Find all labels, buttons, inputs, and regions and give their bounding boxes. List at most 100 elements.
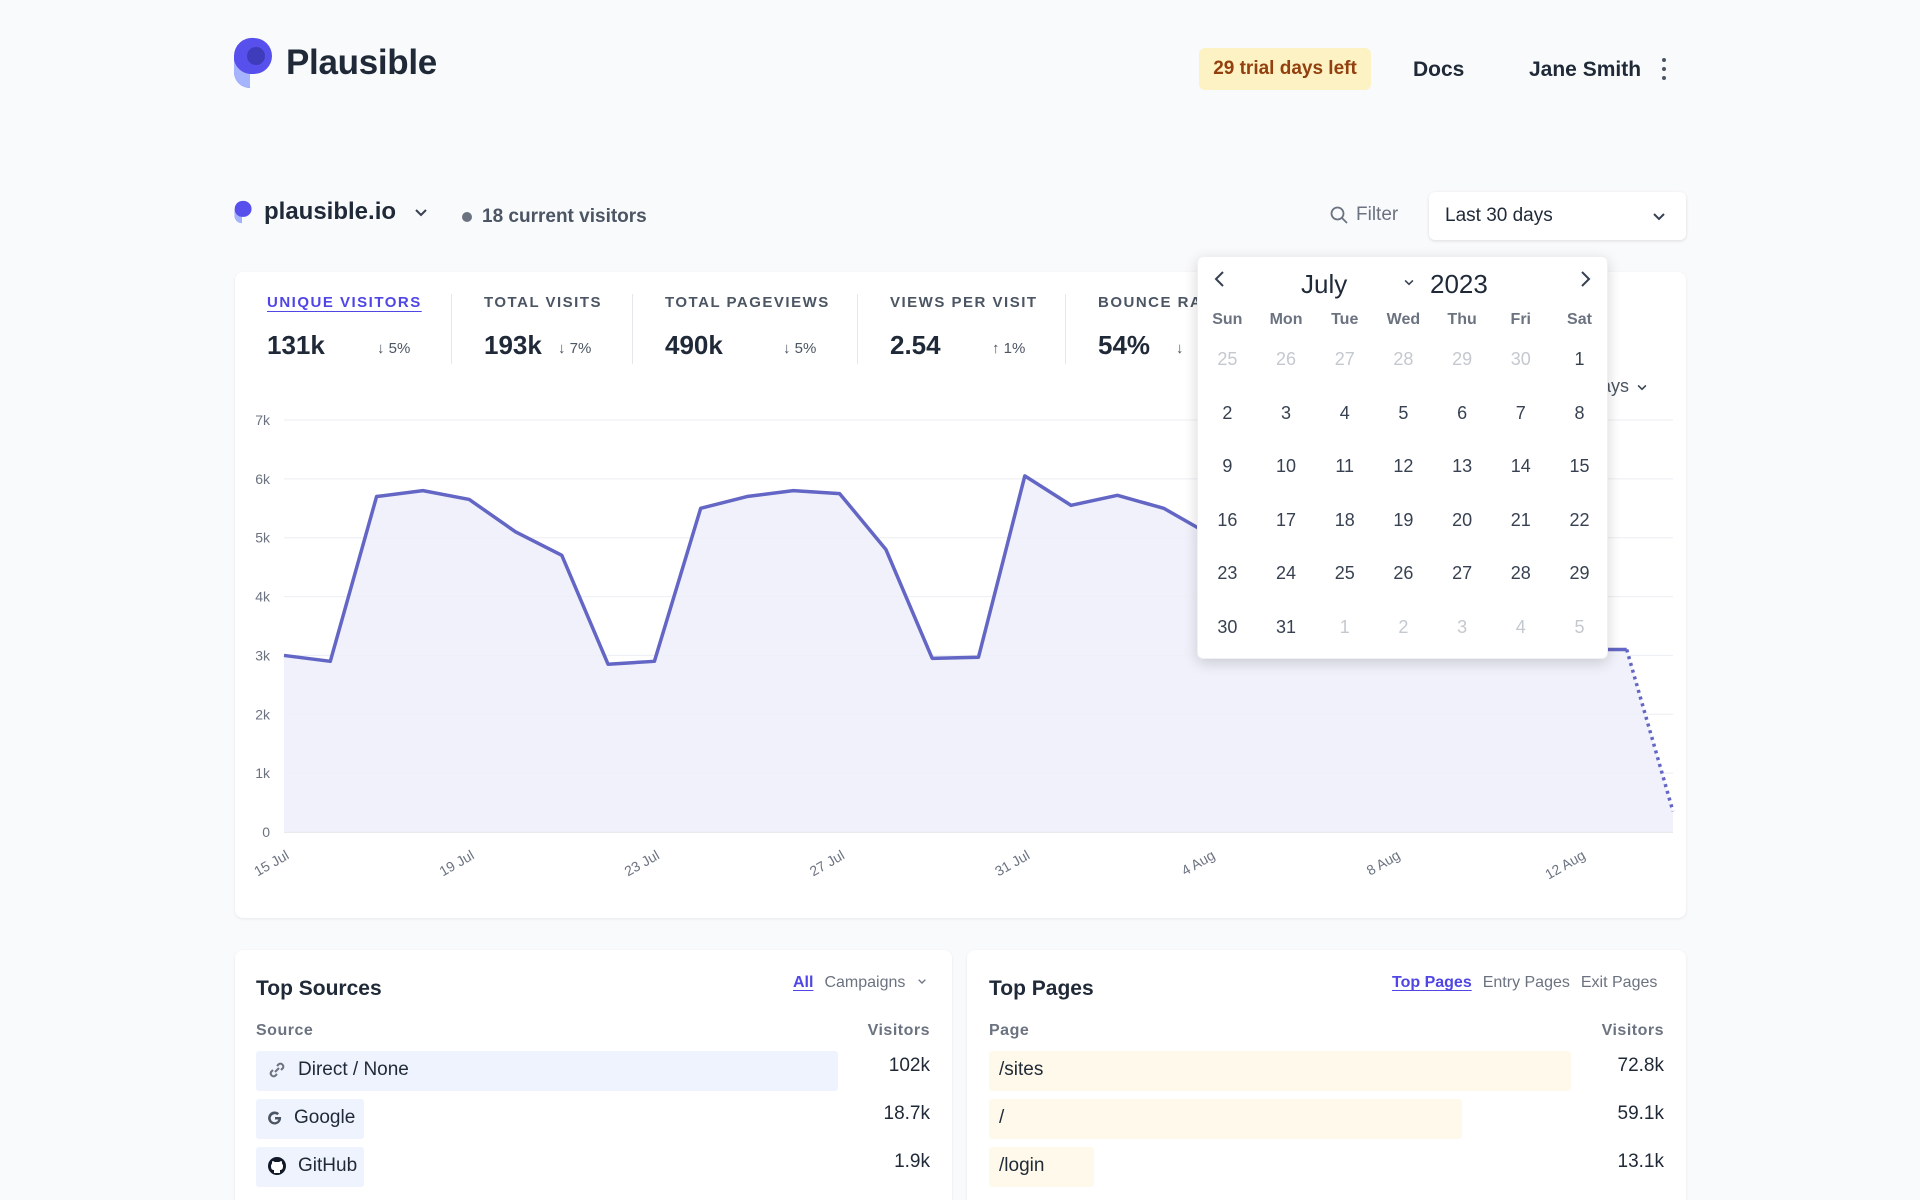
metric-total-visits[interactable]: TOTAL VISITS 193k ↓ 7% (484, 294, 602, 360)
calendar-day[interactable]: 2 (1222, 402, 1233, 423)
list-item-label: GitHub (298, 1155, 358, 1176)
calendar-day[interactable]: 16 (1217, 509, 1238, 530)
plausible-logo[interactable]: Plausible (234, 36, 437, 90)
metric-bounce-rate[interactable]: BOUNCE RA 54% ↓ (1098, 294, 1202, 360)
list-item-label: /sites (999, 1059, 1044, 1080)
top-pages-tabs: Top Pages Entry Pages Exit Pages (1392, 974, 1657, 992)
calendar-day[interactable]: 3 (1281, 402, 1292, 423)
calendar-month[interactable]: July (1301, 269, 1348, 299)
metric-value: 131k (267, 330, 325, 360)
column-visitors: Visitors (1601, 1022, 1664, 1039)
metric-views-per-visit[interactable]: VIEWS PER VISIT 2.54 ↑ 1% (890, 294, 1038, 360)
tab-exit-pages[interactable]: Exit Pages (1580, 974, 1658, 991)
calendar-day[interactable]: 18 (1334, 509, 1355, 530)
logo-text: Plausible (286, 43, 437, 82)
weekday-label: Mon (1269, 311, 1303, 328)
calendar-day[interactable]: 8 (1574, 402, 1585, 423)
calendar-day[interactable]: 17 (1276, 509, 1297, 530)
calendar-day[interactable]: 28 (1393, 349, 1414, 369)
tab-top-pages[interactable]: Top Pages (1392, 974, 1472, 991)
trial-badge[interactable]: 29 trial days left (1199, 48, 1371, 90)
site-favicon-icon (234, 200, 252, 224)
user-name[interactable]: Jane Smith (1529, 58, 1642, 81)
calendar-day[interactable]: 26 (1393, 563, 1414, 583)
metric-change: ↓ 7% (558, 340, 592, 357)
github-icon (266, 1155, 288, 1177)
calendar-day[interactable]: 5 (1398, 402, 1409, 423)
calendar-day[interactable]: 29 (1452, 349, 1473, 369)
list-item[interactable]: / (999, 1107, 1004, 1129)
metric-unique-visitors[interactable]: UNIQUE VISITORS 131k ↓ 5% (267, 294, 422, 360)
list-item-label: /login (999, 1155, 1045, 1176)
column-page: Page (989, 1022, 1030, 1039)
calendar-day[interactable]: 11 (1335, 456, 1355, 476)
list-item-value: 1.9k (894, 1151, 930, 1172)
calendar-day[interactable]: 27 (1334, 349, 1355, 369)
calendar-day[interactable]: 25 (1217, 349, 1238, 369)
metric-label: VIEWS PER VISIT (890, 294, 1038, 311)
date-picker-calendar: July 2023 Sun Mon Tue Wed Thu Fri Sat 25 26 27 28… (1197, 256, 1608, 659)
list-item[interactable]: GitHub (266, 1155, 357, 1177)
calendar-day[interactable]: 4 (1515, 616, 1526, 637)
tab-campaigns[interactable]: Campaigns (824, 974, 927, 992)
calendar-day[interactable]: 13 (1452, 456, 1473, 476)
weekday-label: Tue (1331, 311, 1359, 328)
chevron-down-icon (1637, 384, 1647, 390)
calendar-day[interactable]: 27 (1452, 563, 1473, 583)
metric-total-pageviews[interactable]: TOTAL PAGEVIEWS 490k ↓ 5% (665, 294, 830, 360)
calendar-day[interactable]: 3 (1457, 616, 1468, 637)
calendar-days: 25 26 27 28 29 30 1 2 3 4 5 6 7 8 9 10 11 12 13 14 15 16 17 18 1… (1198, 349, 1609, 670)
calendar-day[interactable]: 7 (1515, 402, 1526, 423)
list-item[interactable]: Direct / None (266, 1059, 409, 1081)
period-label: Last 30 days (1445, 205, 1553, 226)
next-month-button[interactable] (1577, 269, 1593, 295)
calendar-day[interactable]: 25 (1334, 563, 1355, 583)
metric-value: 54% (1098, 330, 1151, 360)
current-visitors-label: 18 current visitors (482, 206, 647, 227)
metric-value: 490k (665, 330, 723, 360)
calendar-day[interactable]: 26 (1276, 349, 1297, 369)
period-dropdown[interactable]: Last 30 days (1429, 192, 1686, 240)
chevron-down-icon[interactable] (1402, 275, 1416, 294)
calendar-day[interactable]: 29 (1569, 563, 1590, 583)
calendar-weekdays: Sun Mon Tue Wed Thu Fri Sat (1198, 311, 1609, 329)
tab-all[interactable]: All (793, 974, 814, 991)
calendar-day[interactable]: 4 (1339, 402, 1350, 423)
calendar-day[interactable]: 10 (1276, 456, 1297, 476)
calendar-year[interactable]: 2023 (1430, 269, 1488, 299)
list-item-value: 72.8k (1617, 1055, 1664, 1076)
current-visitors[interactable]: 18 current visitors (462, 206, 647, 228)
list-item[interactable]: Google (266, 1107, 355, 1129)
list-item[interactable]: /login (999, 1155, 1044, 1177)
user-menu-icon[interactable] (1654, 56, 1674, 82)
calendar-day[interactable]: 30 (1510, 349, 1531, 369)
calendar-day[interactable]: 9 (1222, 456, 1233, 476)
calendar-day[interactable]: 21 (1510, 509, 1531, 530)
calendar-day[interactable]: 24 (1276, 563, 1297, 583)
calendar-day[interactable]: 5 (1574, 616, 1585, 637)
calendar-day[interactable]: 28 (1510, 563, 1531, 583)
calendar-day[interactable]: 15 (1569, 456, 1590, 476)
docs-link[interactable]: Docs (1413, 58, 1465, 81)
calendar-day[interactable]: 22 (1569, 509, 1590, 530)
calendar-day[interactable]: 23 (1217, 563, 1238, 583)
calendar-day[interactable]: 31 (1276, 616, 1297, 637)
previous-month-button[interactable] (1212, 269, 1228, 295)
calendar-day[interactable]: 2 (1398, 616, 1409, 637)
row-bar (989, 1051, 1571, 1091)
calendar-day[interactable]: 12 (1393, 456, 1414, 476)
calendar-day[interactable]: 1 (1574, 349, 1585, 369)
calendar-day[interactable]: 19 (1393, 509, 1414, 530)
site-switcher[interactable]: plausible.io (234, 198, 430, 226)
tab-entry-pages[interactable]: Entry Pages (1482, 974, 1570, 991)
weekday-label: Fri (1510, 311, 1531, 328)
list-item[interactable]: /sites (999, 1059, 1043, 1081)
calendar-day[interactable]: 20 (1452, 509, 1473, 530)
calendar-day[interactable]: 6 (1457, 402, 1468, 423)
calendar-day[interactable]: 1 (1339, 616, 1350, 637)
calendar-day[interactable]: 14 (1510, 456, 1531, 476)
calendar-day[interactable]: 30 (1217, 616, 1238, 637)
search-icon (1330, 206, 1348, 224)
interval-dropdown[interactable]: ays (1601, 376, 1649, 397)
filter-button[interactable]: Filter (1330, 204, 1398, 226)
